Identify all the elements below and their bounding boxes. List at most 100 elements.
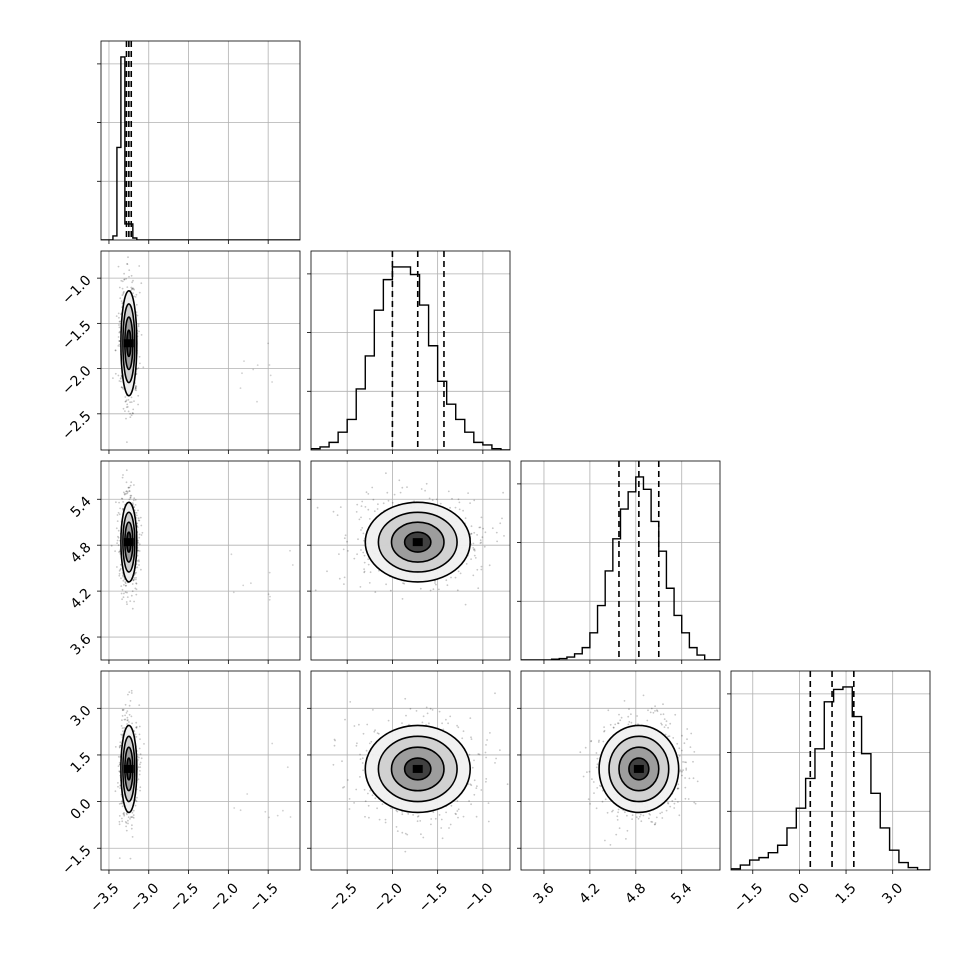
sample-point — [135, 385, 138, 388]
sample-point — [138, 747, 141, 750]
sample-point — [115, 527, 118, 530]
sample-point — [671, 800, 674, 802]
sample-point — [142, 366, 145, 369]
sample-point — [470, 736, 472, 739]
sample-point — [661, 723, 663, 726]
sample-point — [359, 776, 361, 778]
sample-point — [365, 749, 368, 752]
sample-point — [118, 551, 120, 553]
sample-point — [637, 817, 640, 820]
sample-point — [131, 722, 134, 725]
sample-point — [116, 514, 119, 516]
sample-point — [291, 564, 294, 566]
panel-1-0 — [97, 250, 301, 454]
panel-frame — [310, 250, 511, 451]
sample-point — [471, 766, 474, 769]
sample-point — [401, 831, 404, 834]
sample-point — [118, 815, 121, 817]
sample-point — [611, 810, 613, 813]
sample-point — [131, 287, 134, 289]
sample-point — [119, 563, 122, 566]
sample-point — [137, 367, 140, 369]
sample-point — [333, 744, 336, 747]
sample-point — [654, 705, 656, 708]
sample-point — [687, 798, 690, 800]
sample-point — [128, 275, 130, 278]
sample-point — [617, 811, 619, 814]
sample-point — [506, 783, 509, 786]
sample-point — [134, 499, 137, 501]
sample-point — [137, 394, 140, 397]
sample-point — [618, 827, 621, 830]
sample-point — [618, 713, 620, 716]
sample-point — [118, 340, 121, 343]
x-tick-label: −1.5 — [731, 880, 766, 915]
sample-point — [485, 778, 488, 780]
sample-point — [372, 709, 374, 711]
sample-point — [367, 792, 369, 795]
sample-point — [348, 798, 351, 800]
sample-point — [118, 572, 121, 575]
sample-point — [268, 598, 271, 601]
sample-point — [470, 558, 472, 560]
sample-point — [617, 808, 620, 811]
sample-point — [467, 492, 469, 494]
sample-point — [480, 568, 483, 571]
sample-point — [374, 591, 377, 593]
sample-point — [409, 707, 412, 710]
sample-point — [366, 723, 369, 726]
sample-point — [372, 498, 375, 501]
sample-point — [132, 817, 135, 819]
sample-point — [604, 798, 607, 801]
panel-frame — [100, 40, 301, 241]
sample-point — [468, 753, 471, 756]
sample-point — [656, 709, 658, 712]
sample-point — [138, 543, 141, 546]
sample-point — [125, 481, 128, 484]
sample-point — [590, 740, 592, 743]
x-tick-label: −1.5 — [246, 880, 281, 915]
sample-point — [650, 820, 653, 823]
histogram-0 — [101, 56, 300, 240]
sample-point — [289, 816, 292, 818]
sample-point — [143, 743, 145, 745]
y-tick-label: 4.2 — [68, 585, 95, 612]
sample-point — [138, 756, 140, 759]
x-tick-label: 1.5 — [833, 880, 860, 907]
sample-point — [660, 713, 662, 716]
sample-point — [126, 491, 129, 493]
sample-point — [464, 603, 467, 606]
sample-point — [640, 820, 643, 823]
sample-point — [127, 819, 129, 822]
sample-point — [468, 800, 470, 802]
sample-point — [416, 815, 419, 818]
sample-point — [120, 577, 122, 580]
sample-point — [674, 798, 677, 800]
sample-point — [470, 738, 473, 740]
sample-point — [406, 833, 409, 836]
sample-point — [667, 726, 669, 729]
sample-point — [494, 762, 496, 764]
sample-point — [132, 287, 135, 290]
sample-point — [374, 797, 377, 800]
sample-point — [470, 532, 473, 535]
sample-point — [130, 494, 133, 497]
sample-point — [122, 407, 125, 410]
sample-point — [129, 497, 132, 499]
sample-point — [122, 388, 125, 390]
sample-point — [135, 726, 138, 729]
sample-point — [131, 824, 133, 827]
sample-point — [137, 549, 140, 552]
sample-point — [662, 703, 664, 706]
sample-point — [473, 531, 476, 534]
sample-point — [124, 400, 127, 403]
sample-point — [137, 766, 140, 769]
histogram-3 — [731, 686, 930, 870]
sample-point — [117, 265, 120, 268]
sample-point — [681, 770, 683, 773]
sample-point — [118, 286, 121, 289]
sample-point — [626, 814, 628, 817]
sample-point — [134, 572, 137, 575]
sample-point — [630, 713, 632, 716]
sample-point — [131, 502, 134, 504]
